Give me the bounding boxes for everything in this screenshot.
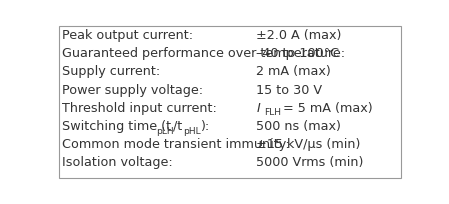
Text: ±15 kV/μs (min): ±15 kV/μs (min) bbox=[256, 137, 361, 150]
Text: –40 to 100°C: –40 to 100°C bbox=[256, 47, 339, 60]
Text: 15 to 30 V: 15 to 30 V bbox=[256, 83, 322, 96]
Text: Threshold input current:: Threshold input current: bbox=[62, 101, 217, 114]
Text: 500 ns (max): 500 ns (max) bbox=[256, 119, 341, 132]
Text: /t: /t bbox=[173, 119, 182, 132]
Text: FLH: FLH bbox=[264, 108, 281, 117]
Text: = 5 mA (max): = 5 mA (max) bbox=[283, 101, 373, 114]
Text: Switching time (t: Switching time (t bbox=[62, 119, 172, 132]
Text: ±2.0 A (max): ±2.0 A (max) bbox=[256, 29, 342, 42]
Text: pLH: pLH bbox=[156, 126, 174, 135]
Text: 2 mA (max): 2 mA (max) bbox=[256, 65, 331, 78]
Text: pHL: pHL bbox=[183, 126, 201, 135]
Text: Common mode transient immunity:: Common mode transient immunity: bbox=[62, 137, 290, 150]
Text: 5000 Vrms (min): 5000 Vrms (min) bbox=[256, 155, 364, 168]
Text: Guaranteed performance over temperature:: Guaranteed performance over temperature: bbox=[62, 47, 346, 60]
Text: Isolation voltage:: Isolation voltage: bbox=[62, 155, 173, 168]
Text: Supply current:: Supply current: bbox=[62, 65, 161, 78]
Text: ):: ): bbox=[200, 119, 209, 132]
Text: Peak output current:: Peak output current: bbox=[62, 29, 194, 42]
Text: Power supply voltage:: Power supply voltage: bbox=[62, 83, 203, 96]
Text: I: I bbox=[256, 101, 260, 114]
